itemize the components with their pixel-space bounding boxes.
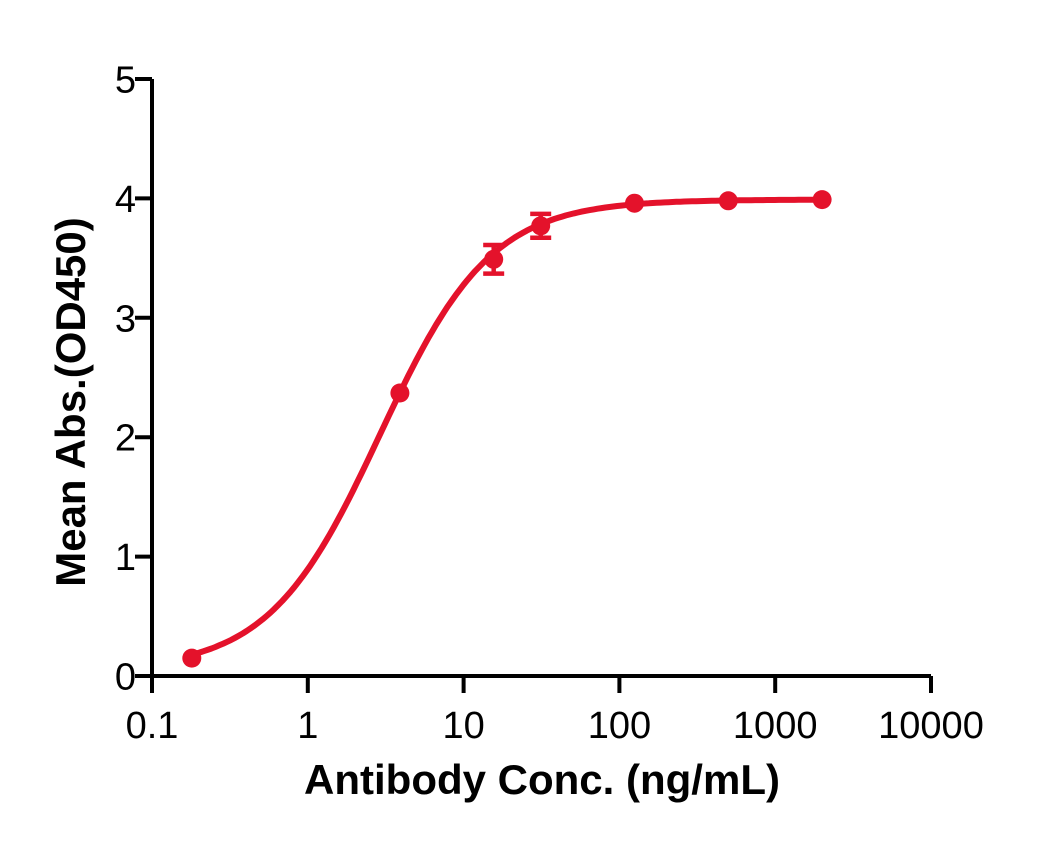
y-axis-title: Mean Abs.(OD450) [47, 217, 94, 587]
y-tick-label: 4 [115, 179, 136, 221]
x-tick-label: 1000 [733, 705, 818, 747]
x-axis-title: Antibody Conc. (ng/mL) [304, 756, 780, 803]
data-point-marker [718, 191, 738, 211]
data-point-marker [390, 383, 410, 403]
data-point-marker [812, 190, 832, 210]
series-layer [182, 190, 832, 668]
y-tick-label: 1 [115, 537, 136, 579]
x-tick-label: 100 [588, 705, 651, 747]
data-point-marker [625, 193, 644, 213]
x-tick-label: 10000 [878, 705, 984, 747]
x-tick-label: 0.1 [126, 705, 179, 747]
y-tick-label: 0 [115, 657, 136, 699]
axes-layer: 0.1 1 10 100 1000 10000 0 1 2 3 4 5 [115, 60, 984, 748]
fit-curve [188, 196, 826, 658]
y-tick-label: 5 [115, 60, 136, 102]
y-tick-label: 2 [115, 418, 136, 460]
y-tick-label: 3 [115, 298, 136, 340]
data-point-marker [182, 648, 202, 668]
x-tick-label: 1 [297, 705, 318, 747]
data-point-marker [484, 249, 504, 269]
data-point-marker [531, 216, 551, 236]
x-tick-label: 10 [442, 705, 484, 747]
